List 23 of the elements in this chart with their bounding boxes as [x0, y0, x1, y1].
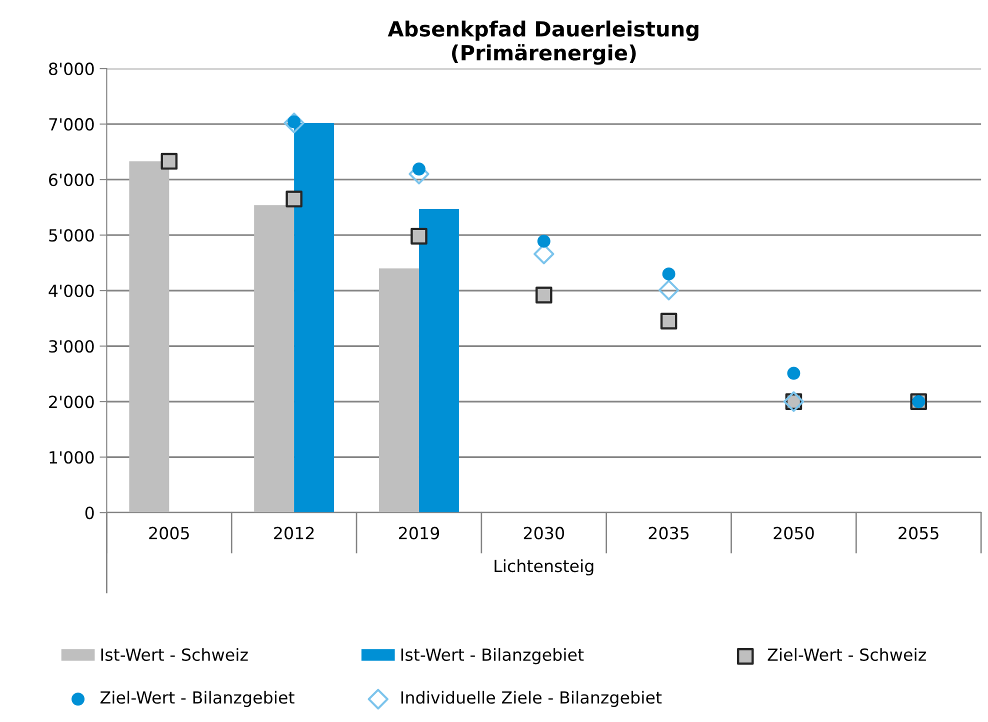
y-tick-label: 6'000 [49, 174, 94, 186]
y-tick-label: 3'000 [49, 340, 94, 353]
x-axis-title: Lichtensteig [494, 559, 594, 576]
x-tick-label: 2050 [774, 526, 814, 540]
x-tick-label: 2035 [648, 526, 689, 540]
y-tick-label: 0 [85, 506, 94, 520]
legend-label: Ist-Wert - Bilanzgebiet [401, 648, 584, 664]
y-tick-label: 4'000 [48, 284, 94, 298]
y-tick-label: 2'000 [49, 396, 94, 408]
x-tick-label: 2055 [898, 526, 938, 540]
x-tick-label: 2019 [398, 526, 440, 540]
y-tick-label: 1'000 [50, 451, 94, 464]
y-tick-label: 5'000 [49, 229, 94, 242]
x-tick-label: 2012 [274, 526, 314, 540]
legend-label: Ziel-Wert - Bilanzgebiet [100, 690, 294, 707]
chart-title: Absenkpfad Dauerleistung (Primärenergie) [388, 20, 698, 65]
legend-label: Individuelle Ziele - Bilanzgebiet [401, 690, 662, 707]
legend-label: Ziel-Wert - Schweiz [768, 648, 926, 661]
x-tick-label: 2030 [524, 526, 564, 540]
legend-label: Ist-Wert - Schweiz [101, 648, 248, 661]
y-tick-label: 7'000 [49, 118, 94, 131]
y-tick-label: 8'000 [49, 62, 94, 76]
x-tick-label: 2005 [149, 526, 189, 540]
